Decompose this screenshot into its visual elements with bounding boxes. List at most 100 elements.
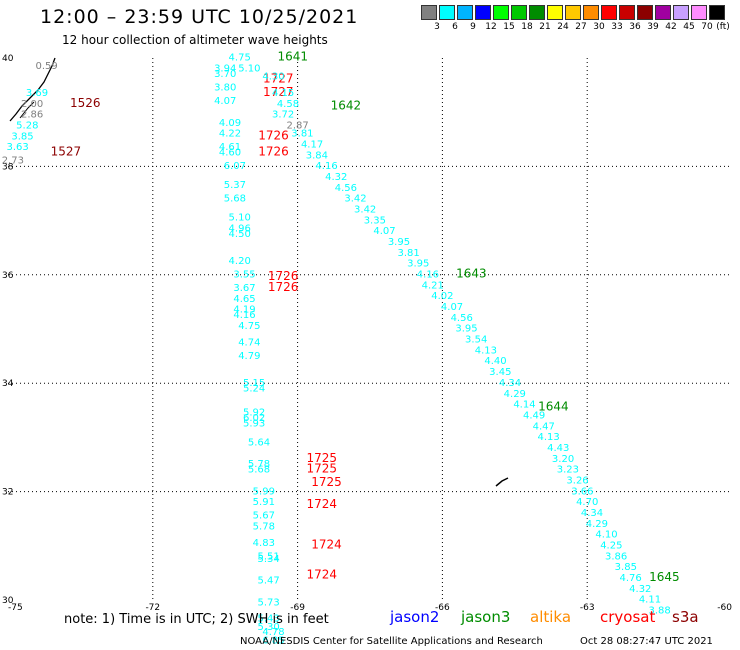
swh-value: 3.63 xyxy=(7,142,29,153)
legend-swatch xyxy=(565,5,581,20)
swh-value: 4.11 xyxy=(639,595,661,606)
swh-value: 5.24 xyxy=(243,383,265,394)
swh-value: 6.85 xyxy=(262,635,284,646)
legend-label: 70 xyxy=(701,22,713,32)
time-label: 1725 xyxy=(306,462,337,476)
x-tick-label: -72 xyxy=(145,603,160,613)
swh-value: 4.10 xyxy=(595,530,617,541)
swh-value: 4.96 xyxy=(229,223,251,234)
swh-value: 4.07 xyxy=(441,302,463,313)
swh-value: 4.49 xyxy=(523,410,545,421)
chart-title: 12:00 – 23:59 UTC 10/25/2021 xyxy=(40,6,359,28)
swh-value: 3.54 xyxy=(465,335,487,346)
x-tick-label: -63 xyxy=(580,603,595,613)
swh-value: 4.65 xyxy=(233,294,255,305)
swh-value: 3.35 xyxy=(364,215,386,226)
x-tick-label: -66 xyxy=(435,603,450,613)
swh-value: 5.78 xyxy=(248,459,270,470)
legend-swatch xyxy=(637,5,653,20)
satellite-cryosat: cryosat xyxy=(600,608,656,626)
time-label: 1727 xyxy=(263,71,294,85)
footer-note: note: 1) Time is in UTC; 2) SWH is in fe… xyxy=(64,612,329,627)
swh-value: 3.72 xyxy=(272,110,294,121)
legend-label: 21 xyxy=(539,22,551,32)
chart-subtitle: 12 hour collection of altimeter wave hei… xyxy=(62,33,328,47)
time-label: 1726 xyxy=(258,128,289,142)
time-label: 1726 xyxy=(268,269,299,283)
time-label: 1726 xyxy=(268,280,299,294)
legend-swatch xyxy=(529,5,545,20)
swh-value: 5.68 xyxy=(224,194,246,205)
swh-value: 3.45 xyxy=(489,367,511,378)
legend-label: 27 xyxy=(575,22,587,32)
time-label: 1644 xyxy=(538,399,569,413)
time-label: 1645 xyxy=(649,570,680,584)
swh-value: 3.95 xyxy=(455,324,477,335)
swh-value: 5.78 xyxy=(253,522,275,533)
swh-value: 4.14 xyxy=(513,400,535,411)
swh-value: 4.47 xyxy=(533,421,555,432)
time-label: 1641 xyxy=(277,50,308,64)
swh-value: 3.80 xyxy=(214,83,236,94)
swh-value: 4.74 xyxy=(238,337,260,348)
swh-value: 5.91 xyxy=(253,497,275,508)
footer-credit: NOAA/NESDIS Center for Satellite Applica… xyxy=(240,636,543,647)
swh-value: 3.23 xyxy=(557,465,579,476)
swh-value: 3.69 xyxy=(26,88,48,99)
swh-value: 4.40 xyxy=(484,356,506,367)
legend-swatch xyxy=(655,5,671,20)
legend-label: 12 xyxy=(485,22,497,32)
satellite-altika: altika xyxy=(530,608,572,626)
swh-value: 4.15 xyxy=(272,88,294,99)
x-tick-label: -75 xyxy=(8,603,23,613)
swh-value: 4.75 xyxy=(229,53,251,64)
swh-value: 6.07 xyxy=(224,161,246,172)
swh-value: 4.17 xyxy=(301,139,323,150)
swh-value: 4.34 xyxy=(499,378,521,389)
swh-value: 5.10 xyxy=(229,213,251,224)
time-label: 1643 xyxy=(456,267,487,281)
legend-label: 3 xyxy=(434,22,440,32)
time-label: 1725 xyxy=(306,451,337,465)
time-label: 1724 xyxy=(306,567,337,581)
swh-value: 4.29 xyxy=(586,519,608,530)
swh-value: 4.19 xyxy=(233,305,255,316)
swh-value: 3.85 xyxy=(615,562,637,573)
footer-timestamp: Oct 28 08:27:47 UTC 2021 xyxy=(580,636,713,647)
swh-value: 4.75 xyxy=(238,321,260,332)
swh-value: 3.81 xyxy=(397,248,419,259)
swh-value: 4.16 xyxy=(233,310,255,321)
legend-label: 15 xyxy=(503,22,515,32)
swh-value: 4.16 xyxy=(417,270,439,281)
satellite-s3a: s3a xyxy=(672,608,699,626)
swh-value: 4.02 xyxy=(431,291,453,302)
y-tick-label: 38 xyxy=(2,162,14,172)
time-label: 1727 xyxy=(263,85,294,99)
y-tick-label: 34 xyxy=(2,379,14,389)
swh-value: 4.20 xyxy=(229,256,251,267)
swh-value: 3.84 xyxy=(306,150,328,161)
swh-value: 0.59 xyxy=(35,61,57,72)
satellite-jason2: jason2 xyxy=(390,608,440,626)
legend-swatch xyxy=(421,5,437,20)
legend-label: 6 xyxy=(452,22,458,32)
y-tick-label: 36 xyxy=(2,271,14,281)
swh-value: 5.93 xyxy=(243,419,265,430)
swh-value: 5.64 xyxy=(248,438,270,449)
swh-value: 4.16 xyxy=(315,161,337,172)
swh-value: 4.30 xyxy=(262,72,284,83)
swh-value: 4.34 xyxy=(581,508,603,519)
swh-value: 4.61 xyxy=(219,142,241,153)
legend-label: 45 xyxy=(683,22,695,32)
swh-value: 4.78 xyxy=(262,627,284,638)
legend-unit: (ft) xyxy=(716,22,730,32)
y-tick-label: 32 xyxy=(2,488,13,498)
swh-value: 2.87 xyxy=(286,120,308,131)
swh-value: 4.60 xyxy=(219,148,241,159)
swh-value: 5.43 xyxy=(258,614,280,625)
time-label: 1726 xyxy=(258,145,289,159)
legend-label: 33 xyxy=(611,22,623,32)
swh-value: 6.02 xyxy=(243,413,265,424)
y-tick-label: 30 xyxy=(2,596,14,606)
swh-value: 5.10 xyxy=(238,64,260,75)
